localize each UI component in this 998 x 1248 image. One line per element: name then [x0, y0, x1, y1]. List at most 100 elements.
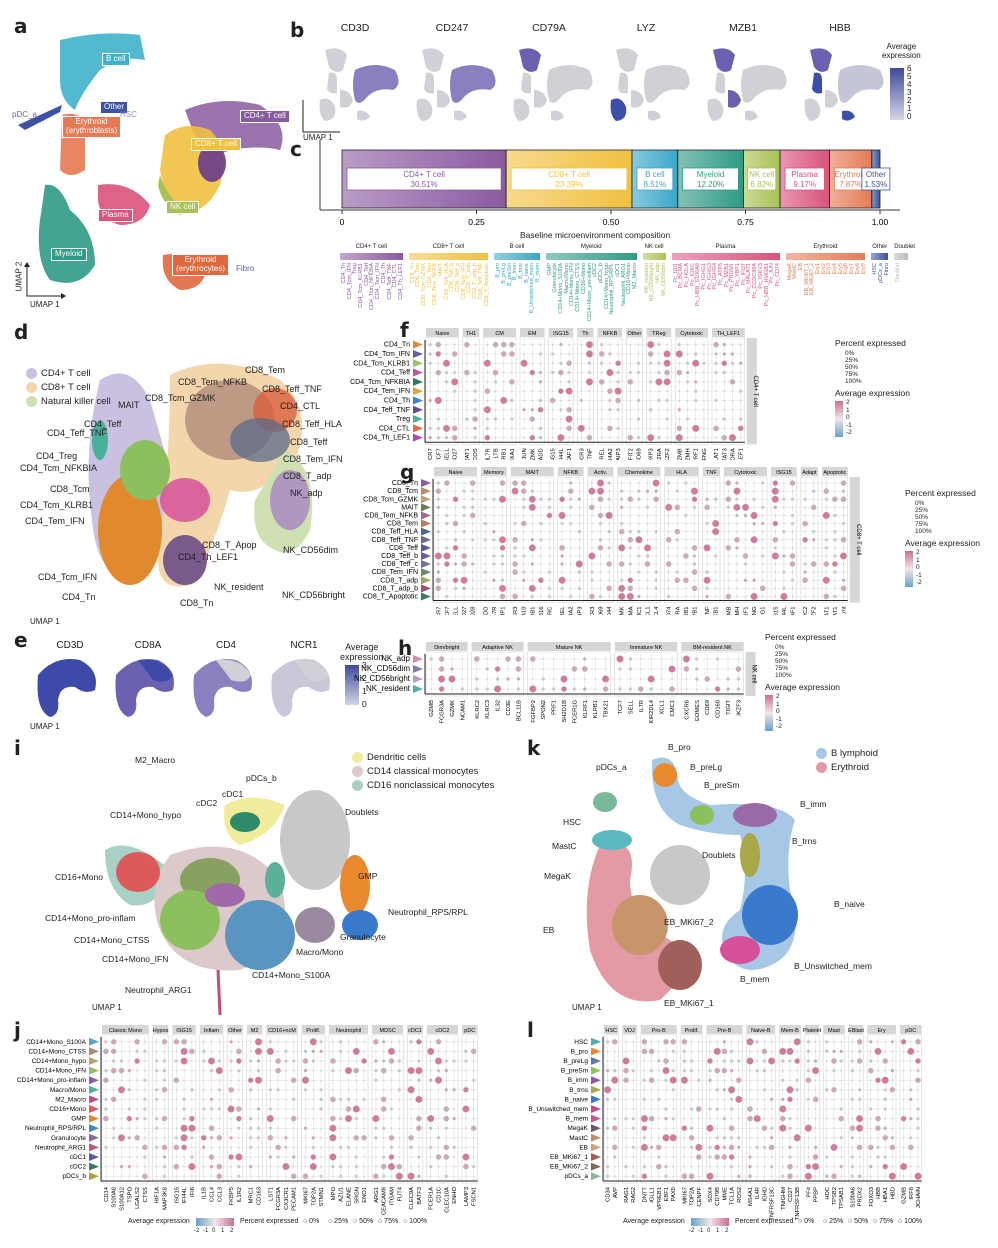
dot [884, 1050, 886, 1053]
dot [465, 1041, 467, 1043]
dot [916, 1117, 920, 1121]
legend-average-tick: 2 [776, 693, 780, 700]
gene-label: PF4 [806, 1186, 812, 1197]
dot [587, 370, 592, 375]
dot [709, 1050, 711, 1053]
dot [723, 1079, 726, 1081]
dot [514, 579, 516, 582]
dot [877, 1098, 879, 1101]
dot [807, 1089, 810, 1091]
dot [725, 593, 732, 600]
dot [890, 1136, 894, 1140]
group-header: Mast [828, 1028, 840, 1034]
dot [560, 675, 568, 683]
dot [561, 571, 563, 573]
dot [839, 1059, 843, 1063]
dot [190, 1088, 194, 1092]
dot [608, 506, 610, 509]
cluster-label-b-trns: B_trns [792, 836, 817, 846]
dot [685, 417, 690, 421]
dot [228, 1154, 234, 1160]
legend-percent-tick: 25% [915, 507, 929, 514]
bar-value-label: 30.51% [411, 180, 438, 189]
dot [189, 1048, 195, 1055]
dot [512, 480, 518, 486]
dot [761, 595, 764, 598]
dot [840, 1175, 842, 1177]
dot [599, 571, 602, 573]
dot [569, 530, 572, 533]
dot [646, 482, 649, 484]
row-label: NK_CD56bright [354, 674, 411, 683]
cluster-nk-cd56dim [270, 470, 310, 530]
dot [831, 1058, 837, 1064]
dot [532, 668, 534, 670]
dot [646, 595, 649, 598]
dot [703, 371, 705, 374]
dot [578, 482, 581, 484]
dot [452, 1117, 456, 1121]
dot [782, 1069, 784, 1072]
gene-label: ANXA1 [510, 448, 516, 460]
gene-label: FGFBP2 [531, 700, 537, 723]
cluster-label-b-prelg: B_preLg [690, 762, 723, 772]
row-color-marker [89, 1153, 99, 1161]
gene-label: CTSS [143, 1187, 149, 1203]
dot [472, 1117, 475, 1120]
dot [706, 490, 708, 492]
dot [463, 547, 465, 549]
cluster-label-doublets: Doublets [702, 850, 736, 860]
row-label: CD14+Mono_S100A [26, 1039, 86, 1046]
dot [446, 530, 448, 533]
dot [363, 1146, 365, 1149]
dot [277, 1117, 279, 1120]
feature-umap-hbb [804, 48, 884, 121]
dot [788, 1155, 792, 1159]
dot [731, 371, 734, 374]
gene-label: SH2D1B [562, 700, 568, 723]
dot [888, 1172, 897, 1180]
dot [453, 1069, 455, 1072]
gene-label: HBD [890, 1187, 896, 1199]
row-color-marker [591, 1085, 601, 1094]
dot [585, 341, 594, 349]
dot [161, 1115, 168, 1122]
dot [650, 1060, 653, 1062]
subtype-label: NK_CD56dim [660, 263, 667, 297]
dot [874, 1047, 882, 1056]
subgroup-title: B cell [509, 244, 525, 250]
dot [917, 1089, 919, 1091]
dot [163, 1108, 166, 1110]
dot [127, 1136, 131, 1140]
dot [453, 1050, 455, 1053]
dot [602, 675, 610, 683]
dot [382, 1155, 386, 1159]
dot [772, 536, 779, 543]
dot [382, 1137, 385, 1139]
dot [841, 489, 846, 493]
dot [713, 1047, 721, 1056]
dot [779, 1047, 787, 1056]
dot [605, 511, 613, 520]
dot [632, 1041, 634, 1043]
dot [453, 1079, 455, 1081]
dot [783, 522, 785, 525]
dot [735, 666, 742, 672]
dot [722, 1059, 726, 1063]
group-header: HSC [605, 1028, 617, 1034]
gene-label: JCHAIN [916, 1187, 922, 1208]
dot [735, 1095, 743, 1104]
dot [104, 1069, 108, 1073]
dot [706, 514, 708, 517]
dot [665, 1156, 667, 1158]
legend-percent-tick: ○ 25% [328, 1218, 349, 1225]
row-color-marker [413, 359, 423, 368]
dot [561, 538, 563, 541]
dot [398, 1050, 401, 1053]
gene-label: PPBP [814, 1187, 820, 1203]
dot [292, 1137, 295, 1139]
dot [833, 1079, 835, 1081]
dot [715, 1107, 719, 1111]
dot [531, 353, 534, 355]
dot [688, 1135, 695, 1141]
